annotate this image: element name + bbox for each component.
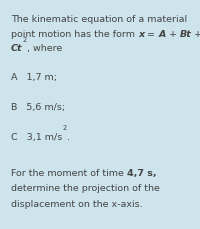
Text: point motion has the form: point motion has the form — [11, 30, 138, 39]
Text: , where: , where — [27, 44, 62, 53]
Text: B   5,6 m/s;: B 5,6 m/s; — [11, 103, 65, 112]
Text: Ct: Ct — [11, 44, 22, 53]
Text: 4,7 s,: 4,7 s, — [127, 169, 156, 178]
Text: 2: 2 — [62, 125, 66, 131]
Text: displacement on the x-axis.: displacement on the x-axis. — [11, 200, 143, 209]
Text: +: + — [191, 30, 200, 39]
Text: +: + — [166, 30, 180, 39]
Text: A   1,7 m;: A 1,7 m; — [11, 73, 57, 82]
Text: The kinematic equation of a material: The kinematic equation of a material — [11, 15, 187, 24]
Text: C   3,1 m/s: C 3,1 m/s — [11, 133, 62, 142]
Text: For the moment of time: For the moment of time — [11, 169, 127, 178]
Text: .: . — [66, 133, 70, 142]
Text: x: x — [138, 30, 144, 39]
Text: A: A — [158, 30, 166, 39]
Text: determine the projection of the: determine the projection of the — [11, 184, 160, 193]
Text: Bt: Bt — [180, 30, 191, 39]
Text: 2: 2 — [22, 37, 27, 43]
Text: =: = — [144, 30, 158, 39]
